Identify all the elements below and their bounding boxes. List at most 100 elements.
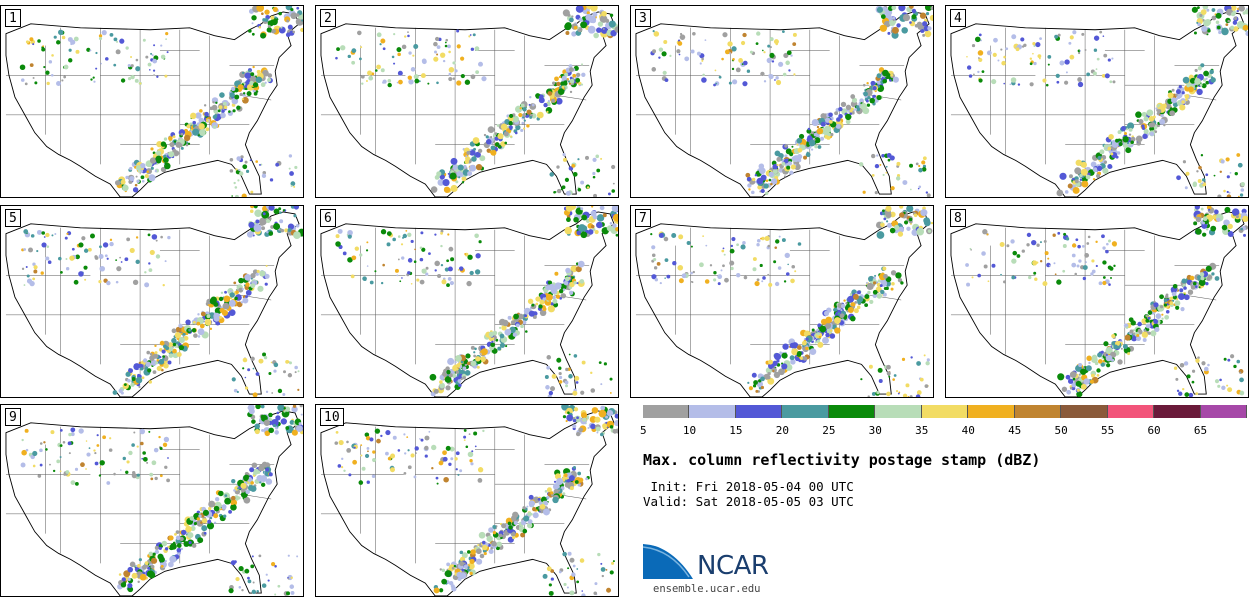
colorbar-cell	[1107, 405, 1155, 418]
reflectivity-cell	[580, 207, 584, 211]
reflectivity-cell	[1205, 227, 1209, 231]
reflectivity-cell	[231, 479, 236, 484]
reflectivity-cell	[141, 376, 145, 380]
reflectivity-cell	[1200, 207, 1204, 211]
reflectivity-cell	[29, 280, 35, 287]
reflectivity-cell	[247, 576, 250, 580]
reflectivity-cell	[1020, 37, 1025, 42]
reflectivity-cell	[883, 273, 888, 279]
reflectivity-cell	[1094, 361, 1099, 366]
reflectivity-cell	[220, 112, 226, 119]
reflectivity-cell	[661, 51, 667, 57]
reflectivity-cell	[144, 561, 149, 566]
reflectivity-cell	[260, 32, 267, 39]
reflectivity-cell	[234, 296, 238, 301]
reflectivity-cell	[335, 431, 339, 434]
reflectivity-cell	[249, 80, 254, 86]
reflectivity-cell	[298, 422, 302, 426]
reflectivity-cell	[131, 443, 135, 447]
reflectivity-cell	[572, 465, 576, 469]
reflectivity-cell	[732, 79, 738, 85]
reflectivity-cell	[1071, 382, 1077, 388]
reflectivity-cell	[748, 188, 751, 191]
reflectivity-cell	[1223, 219, 1230, 226]
reflectivity-cell	[474, 151, 481, 158]
reflectivity-cell	[499, 333, 505, 339]
reflectivity-cell	[73, 36, 79, 42]
reflectivity-cell	[392, 237, 396, 242]
reflectivity-cell	[400, 243, 404, 246]
reflectivity-cell	[1155, 107, 1158, 110]
reflectivity-cell	[1202, 78, 1207, 82]
reflectivity-cell	[663, 236, 669, 242]
reflectivity-cell	[1227, 19, 1231, 23]
conus-map	[5, 6, 303, 197]
reflectivity-cell	[1142, 133, 1148, 140]
reflectivity-cell	[921, 160, 926, 165]
reflectivity-cell	[576, 568, 579, 570]
reflectivity-cell	[120, 78, 126, 83]
reflectivity-cell	[33, 269, 38, 274]
reflectivity-cell	[1233, 364, 1237, 369]
reflectivity-cell	[155, 150, 162, 156]
reflectivity-cell	[162, 355, 166, 359]
reflectivity-cell	[565, 267, 571, 274]
reflectivity-cell	[439, 568, 442, 571]
reflectivity-cell	[1064, 190, 1069, 194]
reflectivity-cell	[664, 277, 666, 279]
reflectivity-cell	[463, 564, 469, 570]
reflectivity-cell	[1219, 170, 1222, 173]
reflectivity-cell	[1003, 82, 1006, 85]
reflectivity-cell	[36, 229, 42, 235]
reflectivity-cell	[811, 137, 814, 140]
reflectivity-cell	[419, 246, 423, 250]
reflectivity-cell	[548, 590, 554, 596]
reflectivity-cell	[465, 445, 469, 449]
reflectivity-cell	[335, 241, 341, 247]
reflectivity-cell	[259, 270, 266, 277]
reflectivity-cell	[229, 158, 234, 162]
reflectivity-cell	[556, 188, 562, 194]
reflectivity-cell	[801, 340, 807, 346]
reflectivity-cell	[424, 435, 430, 441]
reflectivity-cell	[186, 529, 191, 533]
reflectivity-cell	[341, 457, 344, 461]
reflectivity-cell	[414, 248, 417, 251]
reflectivity-cell	[885, 212, 892, 219]
reflectivity-cell	[270, 361, 273, 364]
reflectivity-cell	[63, 473, 67, 476]
reflectivity-cell	[853, 308, 859, 314]
reflectivity-cell	[196, 321, 201, 326]
reflectivity-cell	[153, 74, 155, 76]
conus-map	[635, 6, 933, 197]
reflectivity-cell	[32, 464, 36, 468]
reflectivity-cell	[579, 279, 585, 284]
reflectivity-cell	[20, 462, 26, 468]
reflectivity-cell	[889, 19, 896, 26]
reflectivity-cell	[774, 246, 778, 249]
reflectivity-cell	[925, 361, 930, 366]
reflectivity-cell	[1193, 221, 1198, 226]
reflectivity-cell	[469, 34, 472, 36]
reflectivity-cell	[41, 47, 46, 52]
reflectivity-cell	[268, 217, 272, 221]
reflectivity-cell	[167, 457, 169, 459]
reflectivity-cell	[1102, 167, 1109, 174]
reflectivity-cell	[913, 213, 918, 218]
reflectivity-cell	[717, 282, 721, 286]
reflectivity-cell	[21, 267, 25, 271]
reflectivity-cell	[235, 290, 239, 294]
reflectivity-cell	[130, 74, 135, 80]
reflectivity-cell	[658, 47, 664, 52]
reflectivity-cell	[1223, 189, 1226, 193]
reflectivity-cell	[1192, 182, 1197, 188]
reflectivity-cell	[763, 80, 767, 83]
reflectivity-cell	[160, 141, 167, 147]
reflectivity-cell	[163, 157, 169, 163]
reflectivity-cell	[571, 15, 574, 18]
colorbar-cell	[875, 405, 922, 418]
reflectivity-cell	[1090, 272, 1094, 276]
reflectivity-cell	[1082, 265, 1088, 271]
reflectivity-cell	[464, 369, 471, 376]
reflectivity-cell	[891, 282, 895, 286]
